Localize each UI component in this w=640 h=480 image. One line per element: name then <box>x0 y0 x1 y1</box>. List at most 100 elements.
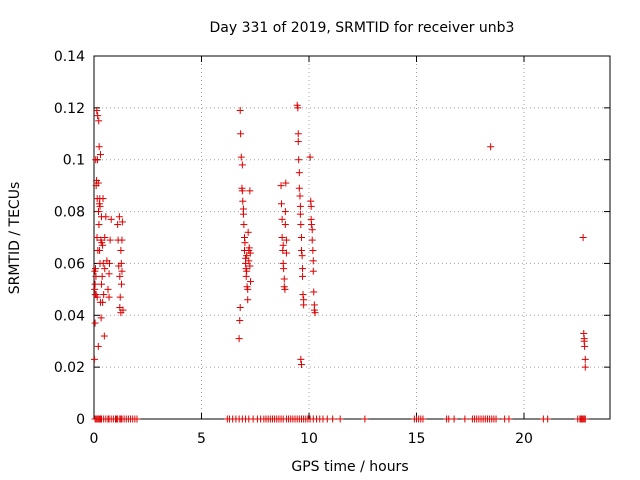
data-point <box>236 316 244 324</box>
data-point <box>245 244 253 252</box>
data-point <box>487 143 495 151</box>
y-tick-label: 0.08 <box>54 205 85 221</box>
data-point <box>119 306 127 314</box>
data-point <box>294 138 302 146</box>
data-point <box>94 112 102 120</box>
data-points <box>90 101 589 423</box>
data-point <box>106 236 114 244</box>
data-point <box>308 236 316 244</box>
data-point <box>294 104 302 112</box>
data-point <box>581 415 589 423</box>
x-tick-label: 15 <box>408 431 426 447</box>
x-tick-label: 20 <box>515 431 533 447</box>
data-point <box>246 249 254 257</box>
data-point <box>299 291 307 299</box>
data-point <box>91 280 99 288</box>
data-point <box>297 246 305 254</box>
y-tick-label: 0 <box>76 412 85 428</box>
data-point <box>117 259 125 267</box>
data-point <box>419 415 427 423</box>
data-point <box>296 202 304 210</box>
data-point <box>294 130 302 138</box>
data-point <box>300 301 308 309</box>
data-point <box>281 221 289 229</box>
y-tick-label: 0.12 <box>54 101 85 117</box>
data-point <box>246 262 254 270</box>
data-point <box>297 355 305 363</box>
data-point <box>237 130 245 138</box>
data-point <box>450 415 458 423</box>
data-point <box>99 259 107 267</box>
data-point <box>282 236 290 244</box>
data-point <box>296 210 304 218</box>
data-point <box>297 221 305 229</box>
data-point <box>93 293 101 301</box>
y-ticks: 0 0.02 0.04 0.06 0.08 0.1 0.12 0.14 <box>54 49 610 428</box>
data-point <box>238 187 246 195</box>
data-point <box>92 272 100 280</box>
data-point <box>544 415 552 423</box>
data-point <box>298 252 306 260</box>
data-point <box>115 213 123 221</box>
data-point <box>299 272 307 280</box>
data-point <box>297 234 305 241</box>
data-point <box>581 363 589 371</box>
data-point <box>247 278 255 286</box>
x-tick-label: 0 <box>90 431 99 447</box>
data-point <box>243 252 251 260</box>
grid-lines <box>94 56 610 419</box>
data-point <box>282 179 290 187</box>
data-point <box>309 246 317 254</box>
data-point <box>99 298 107 306</box>
data-point <box>105 270 113 278</box>
data-point <box>308 221 316 229</box>
data-point <box>105 259 113 267</box>
data-point <box>244 285 252 293</box>
data-point <box>118 280 126 288</box>
data-point <box>99 241 107 249</box>
y-tick-label: 0.06 <box>54 256 85 272</box>
data-point <box>295 169 303 177</box>
data-point <box>243 267 251 275</box>
data-point <box>107 215 115 223</box>
data-point <box>329 415 337 423</box>
data-point <box>93 156 101 164</box>
data-point <box>116 293 124 301</box>
data-point <box>282 249 290 257</box>
data-point <box>239 210 247 218</box>
data-point <box>95 221 103 229</box>
data-point <box>240 221 248 229</box>
data-point <box>295 156 303 164</box>
data-point <box>281 208 289 216</box>
data-point <box>461 415 469 423</box>
data-point <box>297 361 305 369</box>
data-point <box>90 355 98 363</box>
data-point <box>336 415 344 423</box>
data-point <box>492 415 500 423</box>
data-point <box>104 285 112 293</box>
data-point <box>114 221 122 229</box>
y-tick-label: 0.04 <box>54 308 85 324</box>
data-point <box>95 208 103 216</box>
data-point <box>102 213 110 221</box>
data-point <box>117 246 125 254</box>
chart-title: Day 331 of 2019, SRMTID for receiver unb… <box>210 20 515 36</box>
data-point <box>309 257 317 265</box>
data-point <box>306 153 314 161</box>
data-point <box>299 265 307 273</box>
data-point <box>296 192 304 200</box>
data-point <box>361 415 369 423</box>
data-point <box>279 241 287 249</box>
plot-frame <box>93 55 611 420</box>
data-point <box>91 319 99 327</box>
x-ticks: 0 5 10 15 20 <box>90 56 533 447</box>
data-point <box>118 236 126 244</box>
data-point <box>101 234 109 241</box>
data-point <box>245 257 253 265</box>
data-point <box>95 117 103 125</box>
data-point <box>100 332 108 340</box>
data-point <box>244 228 252 236</box>
data-point <box>280 265 288 273</box>
data-point <box>100 291 108 299</box>
